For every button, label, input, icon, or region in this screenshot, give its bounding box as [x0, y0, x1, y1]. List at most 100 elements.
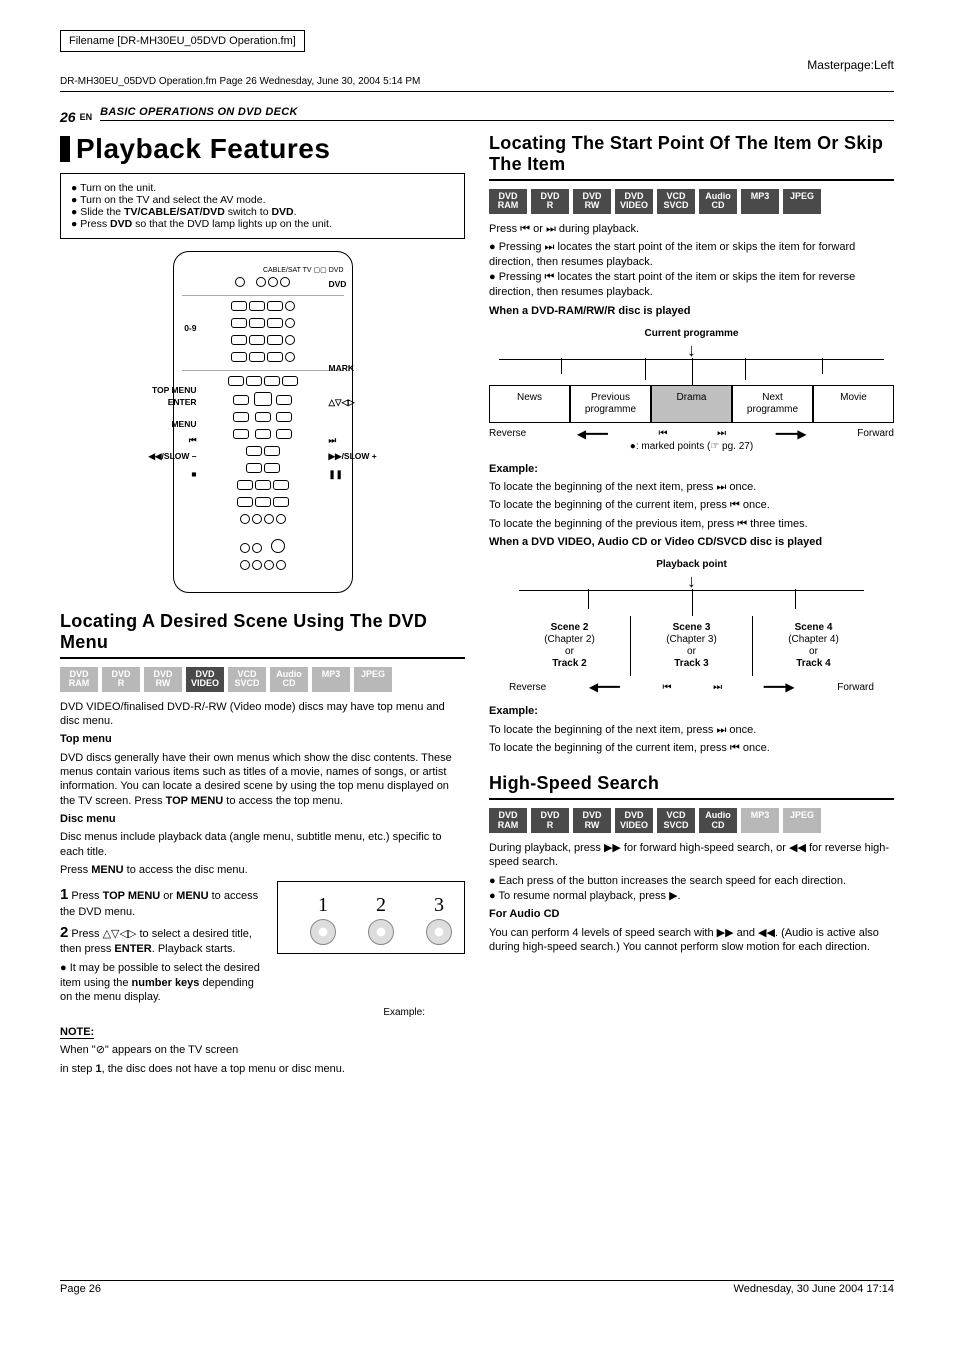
step1: 1 Press TOP MENU or MENU to access the D… — [60, 885, 265, 919]
hs-audio-h: For Audio CD — [489, 907, 894, 921]
format-badge: DVDR — [531, 189, 569, 214]
format-badge: JPEG — [783, 808, 821, 833]
format-badge: VCDSVCD — [657, 808, 695, 833]
footer-right: Wednesday, 30 June 2004 17:14 — [734, 1283, 894, 1295]
format-badge: MP3 — [741, 189, 779, 214]
skip-next-icon: ⏭ — [713, 682, 721, 693]
disc-menu-h: Disc menu — [60, 812, 465, 826]
page-header: 26 EN BASIC OPERATIONS ON DVD DECK — [60, 106, 894, 127]
arrow-left-icon: ◀━━━ — [577, 427, 608, 441]
format-badge: JPEG — [354, 667, 392, 692]
example-h: Example: — [489, 462, 894, 476]
skip-b2: Pressing ⏮ locates the start point of th… — [489, 270, 894, 300]
timeline-video: Playback point ↓ Scene 2(Chapter 2)orTra… — [489, 559, 894, 694]
setup-box: Turn on the unit. Turn on the TV and sel… — [60, 173, 465, 239]
format-badge: VCDSVCD — [657, 189, 695, 214]
section-title: BASIC OPERATIONS ON DVD DECK — [100, 106, 894, 121]
format-badge: DVDRAM — [60, 667, 98, 692]
tl1-label: Current programme — [489, 328, 894, 339]
format-badge: AudioCD — [699, 808, 737, 833]
arrow-right-icon: ━━━▶ — [764, 680, 795, 694]
setup-item: Slide the TV/CABLE/SAT/DVD switch to DVD… — [71, 206, 454, 218]
badge-row-skip: DVDRAMDVDRDVDRWDVDVIDEOVCDSVCDAudioCDMP3… — [489, 189, 894, 214]
format-badge: DVDRAM — [489, 189, 527, 214]
menu-heading: Locating A Desired Scene Using The DVD M… — [60, 611, 465, 659]
timeline-cell: Drama — [651, 385, 732, 423]
rm-lbl-top: TOP MENU — [117, 385, 197, 395]
hs-b2: To resume normal playback, press ▶. — [489, 889, 894, 904]
ram-heading: When a DVD-RAM/RW/R disc is played — [489, 304, 894, 318]
note-p2: in step 1, the disc does not have a top … — [60, 1062, 465, 1076]
format-badge: DVDVIDEO — [186, 667, 224, 692]
marked-note: ●: marked points (☞ pg. 27) — [489, 441, 894, 452]
forward-label: Forward — [857, 428, 894, 439]
step2: 2 Press △▽◁▷ to select a desired title, … — [60, 923, 265, 957]
format-badge: AudioCD — [270, 667, 308, 692]
rm-lbl-rew: ◀◀/SLOW – — [117, 451, 197, 462]
ex1-l3: To locate the beginning of the previous … — [489, 517, 894, 531]
feature-title-text: Playback Features — [76, 133, 330, 165]
timeline-cell: Previous programme — [570, 385, 651, 423]
example-caption: Example: — [80, 1007, 425, 1018]
rm-lbl-nav: △▽◁▷ — [329, 397, 409, 408]
tl2-label: Playback point — [489, 559, 894, 570]
skip-b1: Pressing ⏭ locates the start point of th… — [489, 240, 894, 270]
note-p1: When "⊘" appears on the TV screen — [60, 1043, 465, 1057]
rm-lbl-enter: ENTER — [117, 397, 197, 407]
masterpage-label: Masterpage:Left — [60, 58, 894, 72]
fm-line: DR-MH30EU_05DVD Operation.fm Page 26 Wed… — [60, 76, 894, 87]
setup-item: Press DVD so that the DVD lamp lights up… — [71, 218, 454, 230]
skip-prev-icon: ⏮ — [662, 682, 670, 693]
ex1-l2: To locate the beginning of the current i… — [489, 498, 894, 512]
hs-intro: During playback, press ▶▶ for forward hi… — [489, 841, 894, 870]
format-badge: VCDSVCD — [228, 667, 266, 692]
rm-lbl-prev: ⏮ — [117, 435, 197, 446]
badge-row-left: DVDRAMDVDRDVDRWDVDVIDEOVCDSVCDAudioCDMP3… — [60, 667, 465, 692]
example-h2: Example: — [489, 704, 894, 718]
skip-prev-icon: ⏮ — [658, 428, 666, 439]
rm-lbl-stop: ■ — [117, 469, 197, 479]
page-number: 26 — [60, 109, 76, 125]
hs-heading: High-Speed Search — [489, 773, 894, 800]
rm-lbl-09: 0-9 — [117, 323, 197, 333]
rm-lbl-dvd: DVD — [329, 279, 409, 289]
ex1-l1: To locate the beginning of the next item… — [489, 480, 894, 494]
format-badge: MP3 — [741, 808, 779, 833]
format-badge: DVDRW — [573, 189, 611, 214]
timeline-ram: Current programme ↓ NewsPrevious program… — [489, 328, 894, 452]
arrow-down-icon: ↓ — [489, 341, 894, 359]
rm-lbl-menu: MENU — [117, 419, 197, 429]
example-box: 1 2 3 — [277, 881, 465, 954]
timeline-cell: News — [489, 385, 570, 423]
skip-next-icon: ⏭ — [717, 428, 725, 439]
format-badge: JPEG — [783, 189, 821, 214]
rm-lbl-mark: MARK — [329, 363, 409, 373]
setup-item: Turn on the TV and select the AV mode. — [71, 194, 454, 206]
format-badge: DVDRW — [573, 808, 611, 833]
hs-audio-p: You can perform 4 levels of speed search… — [489, 926, 894, 955]
arrow-right-icon: ━━━▶ — [776, 427, 807, 441]
timeline-cell: Scene 3(Chapter 3)orTrack 3 — [630, 616, 752, 676]
disc-menu-p1: Disc menus include playback data (angle … — [60, 830, 465, 859]
note-heading: NOTE: — [60, 1026, 94, 1039]
footer: Page 26 Wednesday, 30 June 2004 17:14 — [60, 1280, 894, 1295]
menu-intro: DVD VIDEO/finalised DVD-R/-RW (Video mod… — [60, 700, 465, 729]
page-en: EN — [80, 112, 93, 122]
footer-left: Page 26 — [60, 1283, 101, 1295]
format-badge: DVDVIDEO — [615, 189, 653, 214]
remote-figure: CABLE/SAT TV ▢▢ DVD — [133, 251, 393, 593]
filename-box: Filename [DR-MH30EU_05DVD Operation.fm] — [60, 30, 305, 52]
format-badge: DVDR — [531, 808, 569, 833]
reverse-label: Reverse — [489, 428, 526, 439]
disc-menu-p2: Press MENU to access the disc menu. — [60, 863, 465, 877]
format-badge: AudioCD — [699, 189, 737, 214]
arrow-left-icon: ◀━━━ — [589, 680, 620, 694]
format-badge: DVDR — [102, 667, 140, 692]
hs-b1: Each press of the button increases the s… — [489, 874, 894, 889]
arrow-down-icon: ↓ — [489, 572, 894, 590]
step2-bullet: It may be possible to select the desired… — [60, 961, 265, 1006]
skip-heading: Locating The Start Point Of The Item Or … — [489, 133, 894, 181]
divider — [60, 91, 894, 92]
feature-title: Playback Features — [60, 133, 465, 165]
right-column: Locating The Start Point Of The Item Or … — [489, 133, 894, 1080]
